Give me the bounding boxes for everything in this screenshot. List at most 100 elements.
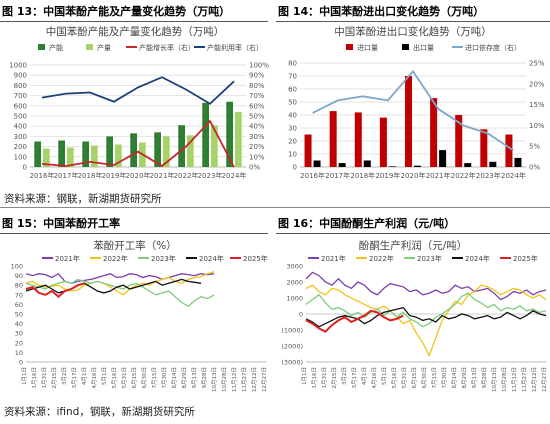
y-tick-label: 70 <box>15 291 23 299</box>
source-top-rule <box>0 207 550 208</box>
fig16-title: 图 16：中国酚酮生产利润（元/吨） <box>278 217 456 230</box>
bar-产能-2024年 <box>226 101 233 167</box>
y-tick-label: 10 <box>288 151 297 159</box>
bar-出口量-2022年 <box>464 163 472 167</box>
legend-2-label: 进口依存度（右） <box>465 43 521 52</box>
legend-2025年-label: 2025年 <box>513 254 538 263</box>
legend-2-label: 产能增长率（右） <box>139 43 195 52</box>
source-bottom: 资料来源：ifind，钢联，新湖期货研究所 <box>4 406 195 418</box>
y-tick-label: 1000 <box>286 295 303 303</box>
y-tick-label: 0 <box>19 359 23 367</box>
x-tick-label: 6月15日 <box>411 367 418 389</box>
series-2022年 <box>305 284 547 358</box>
x-tick-label: 12月12日 <box>531 367 538 392</box>
bar-出口量-2019年 <box>388 166 396 167</box>
x-tick-label: 4月1日 <box>361 367 368 385</box>
chart-title: 酚酮生产利润（元/吨） <box>359 239 468 252</box>
x-tick-label: 2月15日 <box>51 367 58 389</box>
y-tick-label: 50 <box>288 99 297 107</box>
y2-tick-label: 10% <box>529 122 545 130</box>
bar-进口量-2022年 <box>455 115 463 167</box>
bar-产量-2024年 <box>235 111 242 167</box>
legend-1-swatch <box>402 44 409 50</box>
legend-2021年-label: 2021年 <box>321 254 346 263</box>
line-产能增长率（右） <box>41 119 235 168</box>
x-tick-label: 3月17日 <box>351 367 358 389</box>
series-2024年 <box>25 278 202 294</box>
y-tick-label: 200 <box>14 143 27 151</box>
y2-tick-label: 80% <box>249 82 265 90</box>
y2-tick-label: 40% <box>249 123 265 131</box>
x-tick-label: 10月13日 <box>491 367 498 392</box>
x-tick-label: 7月15日 <box>431 367 438 389</box>
x-tick-label: 9月13日 <box>191 367 198 389</box>
y-tick-label: 20 <box>15 339 23 347</box>
bar-出口量-2024年 <box>514 157 522 167</box>
source-top: 资料来源：钢联，新湖期货研究所 <box>4 193 162 205</box>
legend-2025年-label: 2025年 <box>243 254 268 263</box>
legend-0-label: 进口量 <box>357 44 378 52</box>
y-tick-label: 500 <box>14 113 27 121</box>
bar-出口量-2017年 <box>338 163 346 167</box>
x-tick-label: 8月29日 <box>181 367 188 389</box>
x-tick-label: 4月16日 <box>371 367 378 389</box>
x-tick-label: 2024年 <box>222 171 247 180</box>
bar-产量-2022年 <box>187 135 194 167</box>
y-tick-label: 600 <box>14 102 27 110</box>
bar-产量-2021年 <box>163 136 170 167</box>
x-tick-label: 2016年 <box>300 171 325 180</box>
x-tick-label: 2020年 <box>401 171 426 180</box>
series-2025年 <box>305 309 404 333</box>
y-tick-label: (2000) <box>281 343 303 351</box>
legend-1-label: 出口量 <box>413 43 434 52</box>
bar-进口量-2024年 <box>505 134 513 167</box>
y-tick-label: 1000 <box>9 62 27 70</box>
y-tick-label: 400 <box>14 123 27 131</box>
x-tick-label: 11月12日 <box>511 367 518 392</box>
chart-trade: 中国苯酚进出口变化趋势（万吨） 进口量 出口量 进口依存度（右） 0 10 20 30 40 50… <box>288 25 545 180</box>
x-tick-label: 5月16日 <box>391 367 398 389</box>
y-tick-label: 20 <box>288 138 297 146</box>
legend-2022年-label: 2022年 <box>103 254 128 263</box>
x-tick-label: 3月17日 <box>71 367 78 389</box>
y-tick-label: 800 <box>14 82 27 90</box>
legend-2022年-label: 2022年 <box>369 254 394 263</box>
x-tick-label: 1月16日 <box>311 367 318 389</box>
x-tick-label: 5月31日 <box>401 367 408 389</box>
x-tick-label: 2017年 <box>54 171 79 180</box>
y-tick-label: 90 <box>15 272 23 280</box>
y-tick-label: 60 <box>288 86 297 94</box>
y-tick-label: 700 <box>14 92 27 100</box>
bar-出口量-2023年 <box>489 161 497 167</box>
chart-capacity: 中国苯酚产能及产量变化趋势（万吨） 产能 产量 产能增长率（右） 产能利用率（右） 0 10… <box>9 25 269 180</box>
bar-产能-2016年 <box>34 141 41 167</box>
x-tick-label: 2021年 <box>426 171 451 180</box>
bar-进口量-2023年 <box>480 129 488 167</box>
x-tick-label: 5月1日 <box>381 367 388 385</box>
x-tick-label: 2017年 <box>325 171 350 180</box>
x-tick-label: 1月31日 <box>41 367 48 389</box>
fig16-rule <box>276 233 550 234</box>
series-2023年 <box>305 292 547 328</box>
bar-进口量-2020年 <box>405 76 412 167</box>
x-tick-label: 11月27日 <box>521 367 528 392</box>
legend-2023年-label: 2023年 <box>417 254 442 263</box>
y2-tick-label: 20% <box>249 143 265 151</box>
bar-出口量-2016年 <box>313 160 321 167</box>
x-tick-label: 2018年 <box>78 171 103 180</box>
y-tick-label: 0 <box>293 164 297 172</box>
bar-产能-2019年 <box>106 136 113 167</box>
bar-产量-2019年 <box>115 144 122 167</box>
x-tick-label: 6月15日 <box>131 367 138 389</box>
bar-产能-2021年 <box>154 132 161 167</box>
y-tick-label: 50 <box>15 311 23 319</box>
y2-tick-label: 25% <box>529 60 545 68</box>
y-tick-label: 40 <box>288 112 297 120</box>
x-tick-label: 7月30日 <box>161 367 168 389</box>
x-tick-label: 3月2日 <box>61 367 68 385</box>
fig14-title: 图 14：中国苯酚进出口变化趋势（万吨） <box>278 5 485 18</box>
series-2025年 <box>25 282 85 299</box>
y2-tick-label: 20% <box>529 80 545 88</box>
bar-产能-2022年 <box>178 125 185 167</box>
legend-2021年-label: 2021年 <box>55 254 80 263</box>
